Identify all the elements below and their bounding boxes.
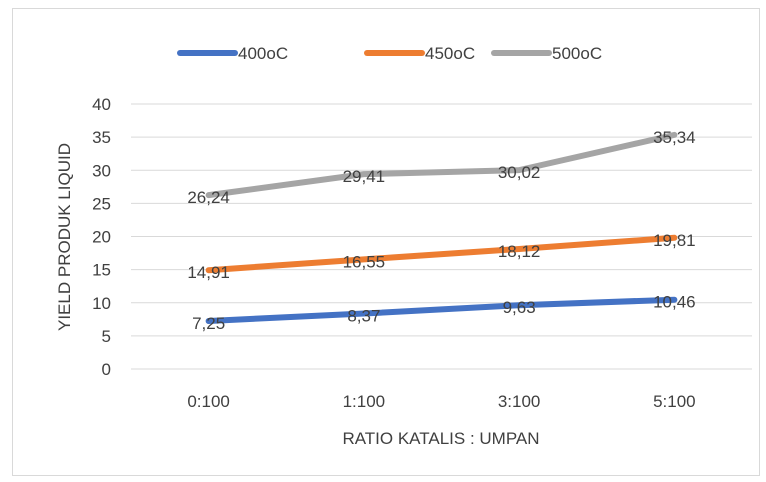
x-axis-title: RATIO KATALIS : UMPAN xyxy=(342,429,539,448)
series-lines xyxy=(205,131,678,324)
series-line xyxy=(205,234,678,274)
legend: 400oC 450oC 500oC xyxy=(177,44,602,63)
y-tick-label: 0 xyxy=(102,360,111,379)
y-axis-title: YIELD PRODUK LIQUID xyxy=(55,143,74,331)
legend-label: 400oC xyxy=(238,44,288,63)
data-label: 8,37 xyxy=(347,307,380,326)
data-label: 19,81 xyxy=(653,231,696,250)
legend-label: 500oC xyxy=(552,44,602,63)
x-tick-label: 1:100 xyxy=(343,392,386,411)
data-label: 35,34 xyxy=(653,128,696,147)
data-labels: 7,25 8,37 9,63 10,46 14,91 16,55 18,12 19,81 26,… xyxy=(187,128,695,333)
x-tick-label: 3:100 xyxy=(498,392,541,411)
y-tick-label: 35 xyxy=(92,128,111,147)
y-tick-label: 5 xyxy=(102,327,111,346)
data-label: 26,24 xyxy=(187,188,230,207)
y-tick-label: 15 xyxy=(92,261,111,280)
x-axis-ticks: 0:100 1:100 3:100 5:100 xyxy=(187,392,695,411)
data-label: 14,91 xyxy=(187,263,230,282)
y-tick-label: 40 xyxy=(92,95,111,114)
y-tick-label: 10 xyxy=(92,294,111,313)
legend-label: 450oC xyxy=(425,44,475,63)
data-label: 10,46 xyxy=(653,293,696,312)
data-label: 18,12 xyxy=(498,242,541,261)
data-label: 7,25 xyxy=(192,314,225,333)
y-tick-label: 25 xyxy=(92,194,111,213)
x-tick-label: 0:100 xyxy=(187,392,230,411)
series-line xyxy=(205,131,678,199)
series-line xyxy=(205,296,678,324)
y-tick-label: 20 xyxy=(92,228,111,247)
x-tick-label: 5:100 xyxy=(653,392,696,411)
data-label: 30,02 xyxy=(498,163,541,182)
data-label: 29,41 xyxy=(343,167,386,186)
y-axis-ticks: 0 5 10 15 20 25 30 35 40 xyxy=(92,95,111,379)
gridlines xyxy=(131,103,752,370)
data-label: 9,63 xyxy=(503,298,536,317)
y-tick-label: 30 xyxy=(92,161,111,180)
data-label: 16,55 xyxy=(343,252,386,271)
